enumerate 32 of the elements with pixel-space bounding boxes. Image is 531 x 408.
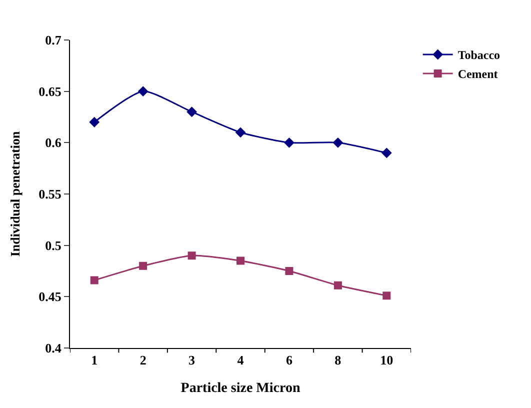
- x-axis-title: Particle size Micron: [180, 380, 300, 396]
- point: [235, 127, 246, 138]
- x-tick-label: 10: [380, 352, 394, 368]
- point: [334, 281, 342, 290]
- y-tick-label: 0.7: [45, 32, 62, 48]
- y-tick-label: 0.4: [45, 340, 62, 356]
- x-tick-label: 6: [286, 352, 293, 368]
- y-tick-label: 0.45: [38, 289, 62, 304]
- y-axis-title: Individual penetration: [8, 130, 23, 257]
- x-tick-label: 4: [237, 352, 244, 368]
- point: [381, 148, 392, 158]
- legend-label: Tobacco: [458, 48, 500, 62]
- y-tick-label: 0.65: [38, 84, 62, 99]
- point: [332, 137, 344, 148]
- point: [138, 86, 148, 97]
- y-tick-label: 0.5: [45, 238, 62, 253]
- x-tick-label: 3: [188, 352, 196, 368]
- point: [90, 276, 98, 284]
- x-tick-label: 8: [334, 352, 342, 368]
- x-tick-label: 2: [140, 352, 146, 368]
- legend-label: Cement: [458, 67, 498, 82]
- point: [284, 137, 294, 148]
- point: [236, 256, 244, 265]
- point: [139, 262, 148, 270]
- x-tick-label: 1: [91, 352, 98, 368]
- y-tick-label: 0.55: [38, 186, 62, 202]
- point: [285, 267, 294, 275]
- point: [188, 252, 196, 260]
- point: [186, 106, 197, 118]
- point: [382, 292, 391, 300]
- point: [89, 116, 100, 128]
- y-tick-label: 0.6: [45, 135, 62, 150]
